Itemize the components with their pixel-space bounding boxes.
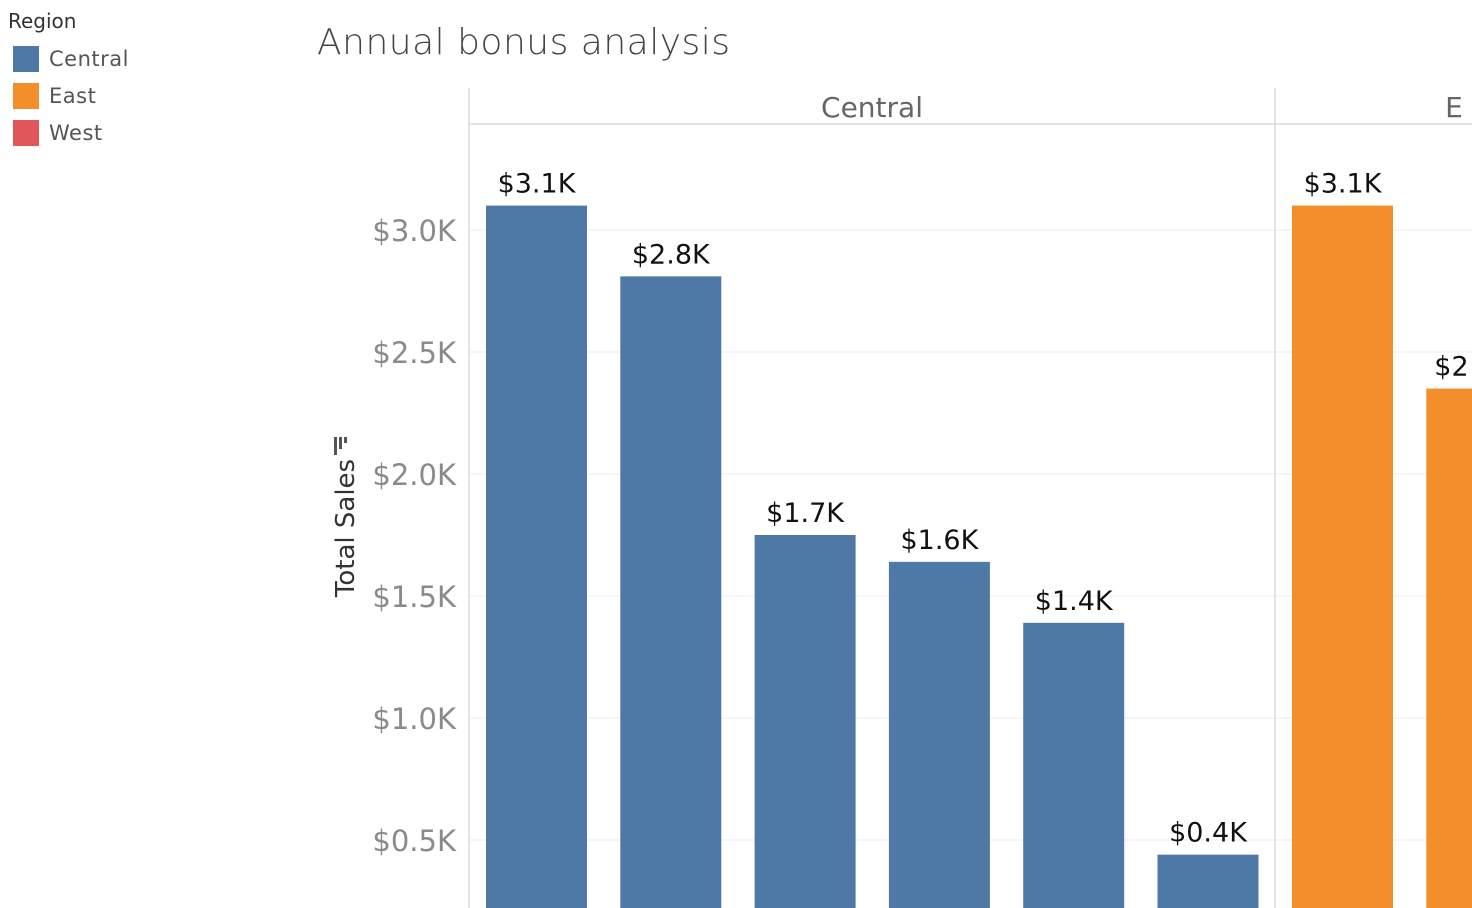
bar[interactable] bbox=[1426, 388, 1472, 908]
legend-item-central[interactable]: Central bbox=[8, 40, 129, 77]
bar-value-label: $1.7K bbox=[766, 498, 845, 529]
bar-value-label: $2.8K bbox=[632, 239, 711, 270]
bar-value-label: $2 bbox=[1434, 352, 1468, 383]
y-tick-label: $2.5K bbox=[372, 336, 457, 370]
panel-header: Central bbox=[821, 91, 923, 124]
legend: Region Central East West bbox=[8, 8, 129, 151]
y-axis-label: Total Sales bbox=[331, 459, 361, 598]
bar-value-label: $1.4K bbox=[1035, 586, 1114, 617]
legend-swatch-central bbox=[13, 45, 39, 72]
bar[interactable] bbox=[620, 276, 722, 908]
legend-label-east: East bbox=[49, 83, 97, 108]
panel-header: E bbox=[1445, 91, 1463, 124]
y-tick-label: $3.0K bbox=[372, 214, 457, 248]
y-tick-label: $1.0K bbox=[372, 702, 457, 736]
chart-title: Annual bonus analysis bbox=[317, 22, 731, 63]
legend-title: Region bbox=[8, 9, 77, 33]
y-tick-label: $0.5K bbox=[372, 824, 457, 858]
legend-item-west[interactable]: West bbox=[8, 114, 129, 151]
legend-swatch-west bbox=[13, 119, 39, 146]
y-tick-label: $1.5K bbox=[372, 580, 457, 614]
sort-icon[interactable] bbox=[334, 437, 347, 455]
legend-label-west: West bbox=[49, 120, 103, 145]
bar[interactable] bbox=[486, 205, 587, 908]
bar-value-label: $3.1K bbox=[498, 169, 577, 200]
legend-swatch-east bbox=[13, 82, 39, 109]
bar-value-label: $3.1K bbox=[1304, 169, 1383, 200]
bar[interactable] bbox=[754, 535, 856, 908]
legend-label-central: Central bbox=[49, 46, 129, 71]
bar[interactable] bbox=[1023, 622, 1125, 908]
bar[interactable] bbox=[1157, 854, 1259, 908]
bar-value-label: $1.6K bbox=[900, 525, 979, 556]
bar-value-label: $0.4K bbox=[1169, 818, 1248, 849]
legend-item-east[interactable]: East bbox=[8, 77, 129, 114]
y-tick-label: $2.0K bbox=[372, 458, 457, 492]
bar[interactable] bbox=[888, 561, 990, 908]
bar[interactable] bbox=[1292, 205, 1393, 908]
